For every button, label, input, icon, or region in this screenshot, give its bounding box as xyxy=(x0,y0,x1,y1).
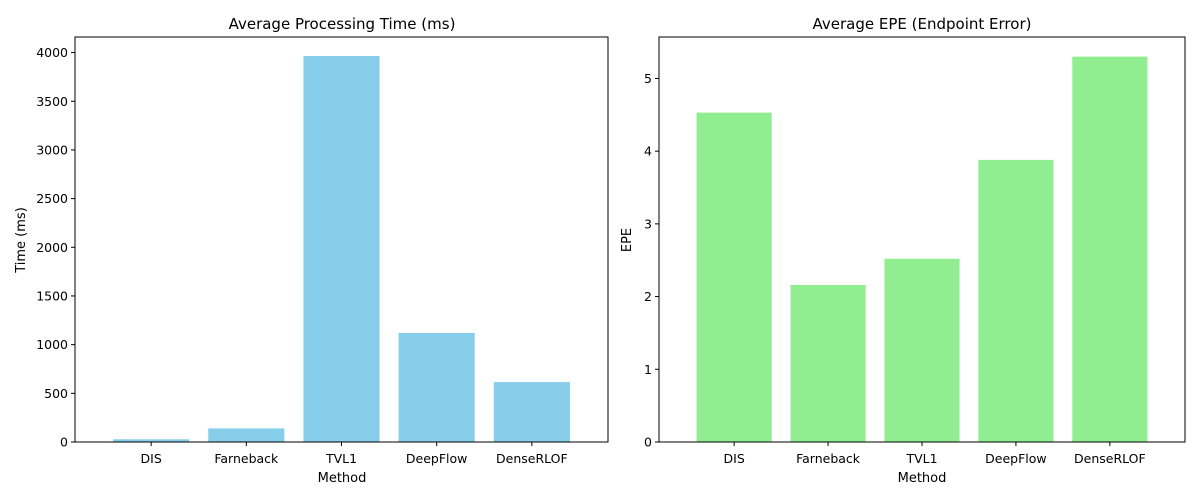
y-tick-label: 0 xyxy=(644,435,652,450)
y-tick-label: 5 xyxy=(644,71,652,86)
plot-area: 0 1 2 3 4 5 DIS Farneback TVL1 DeepFlow DenseRLOF xyxy=(644,36,1186,466)
bar-deepflow xyxy=(978,159,1054,442)
x-tick-label: DIS xyxy=(724,451,745,466)
y-tick-label: 2000 xyxy=(36,240,68,255)
bar-tvl1 xyxy=(303,55,380,442)
bar-dis xyxy=(696,112,772,443)
bar-farneback xyxy=(790,284,866,442)
chart-title: Average Processing Time (ms) xyxy=(229,15,456,33)
y-tick-label: 500 xyxy=(44,386,68,401)
chart-epe: Average EPE (Endpoint Error) EPE Method … xyxy=(620,15,1186,486)
y-tick-label: 2 xyxy=(644,289,652,304)
x-tick-label: DenseRLOF xyxy=(1074,451,1146,466)
x-axis-label: Method xyxy=(318,471,367,486)
y-tick-label: 3000 xyxy=(36,142,68,157)
y-tick-label: 1 xyxy=(644,362,652,377)
bar-tvl1 xyxy=(884,258,960,442)
x-tick-label: DIS xyxy=(141,451,162,466)
x-axis-label: Method xyxy=(898,471,947,486)
y-axis-label: Time (ms) xyxy=(14,207,29,274)
y-tick-label: 3500 xyxy=(36,94,68,109)
y-axis-label: EPE xyxy=(620,228,635,252)
x-tick-label: TVL1 xyxy=(905,451,937,466)
plot-area: 0 500 1000 1500 2000 2500 3000 3500 4000 DIS Farne… xyxy=(36,36,609,466)
y-tick-label: 4 xyxy=(644,144,652,159)
y-tick-label: 1500 xyxy=(36,288,68,303)
x-tick-label: DeepFlow xyxy=(985,451,1046,466)
y-tick-label: 3 xyxy=(644,216,652,231)
y-tick-label: 4000 xyxy=(36,45,68,60)
x-tick-label: DenseRLOF xyxy=(496,451,568,466)
chart-processing-time: Average Processing Time (ms) Time (ms) M… xyxy=(14,15,609,486)
x-tick-label: Farneback xyxy=(796,451,861,466)
y-tick-label: 2500 xyxy=(36,191,68,206)
bar-denserlof xyxy=(1072,56,1148,442)
y-tick-label: 0 xyxy=(60,435,68,450)
x-tick-label: DeepFlow xyxy=(406,451,467,466)
bar-farneback xyxy=(208,428,285,442)
bar-denserlof xyxy=(493,382,570,442)
bar-deepflow xyxy=(398,332,475,442)
x-tick-label: Farneback xyxy=(214,451,279,466)
y-tick-label: 1000 xyxy=(36,337,68,352)
x-tick-label: TVL1 xyxy=(325,451,357,466)
bar-dis xyxy=(113,439,190,442)
chart-title: Average EPE (Endpoint Error) xyxy=(813,15,1032,33)
